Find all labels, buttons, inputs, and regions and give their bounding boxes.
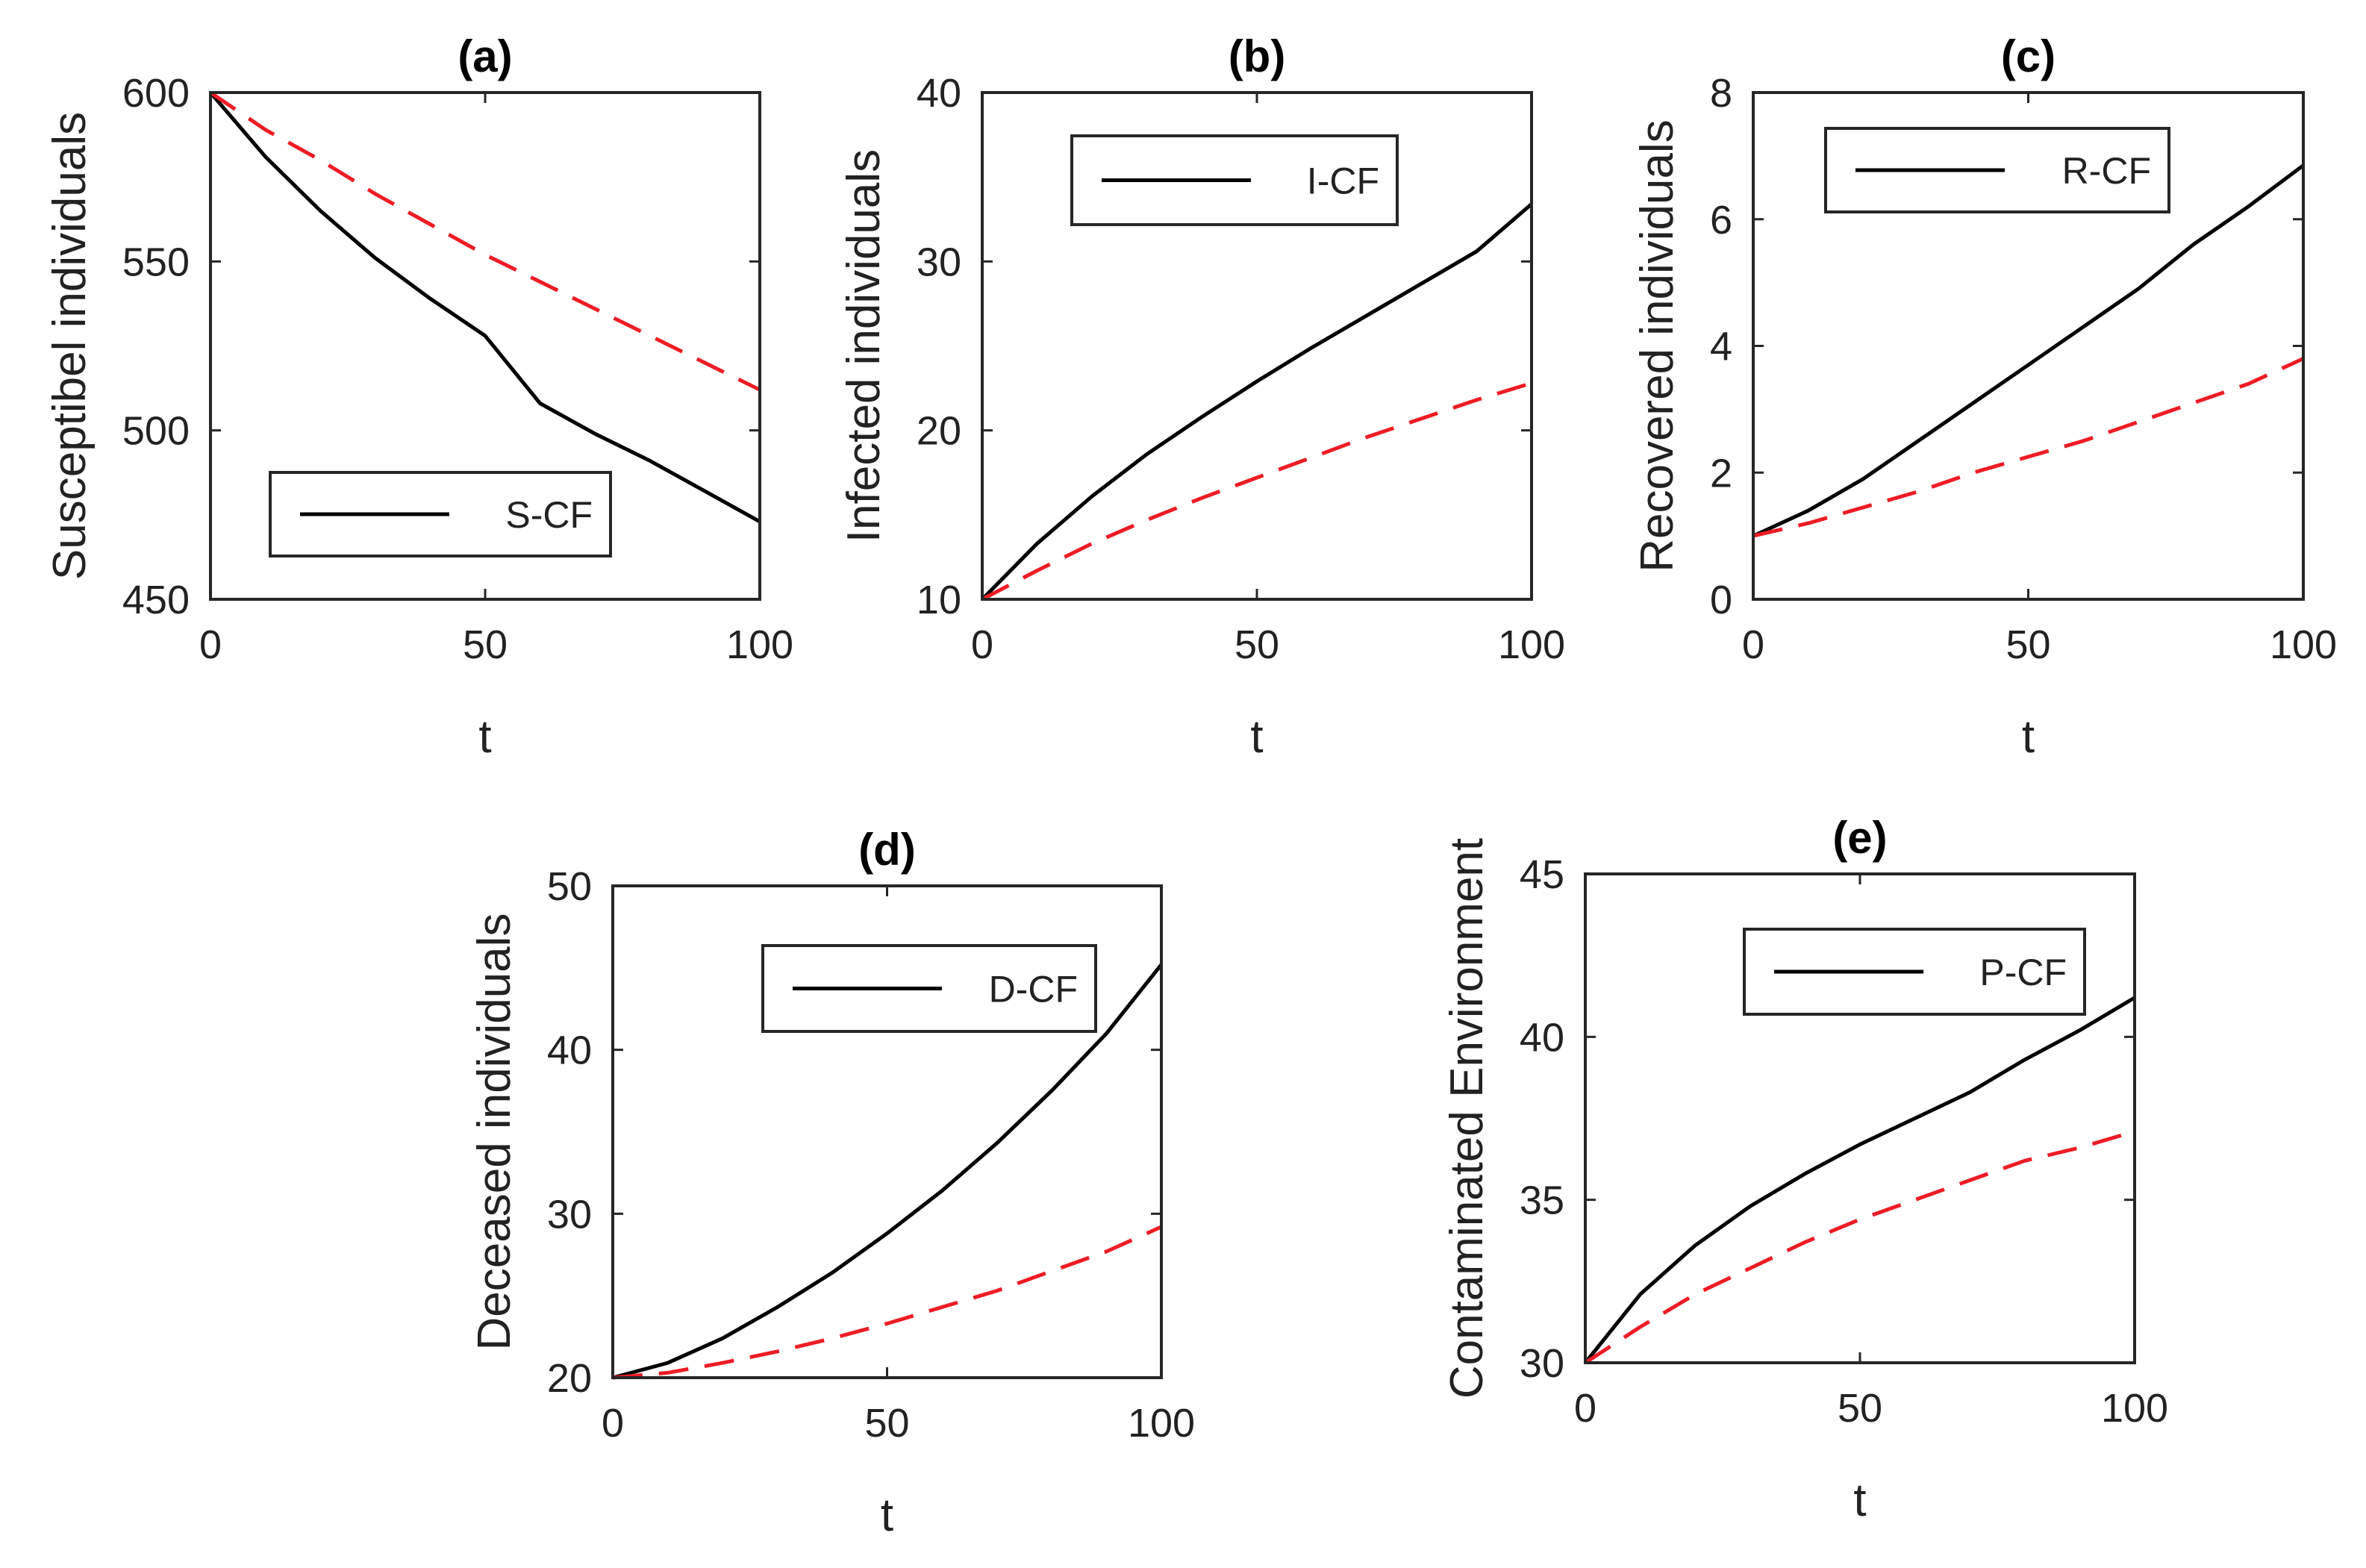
series-line-1: [612, 963, 1163, 1380]
panel-title: (c): [2001, 31, 2056, 81]
x-tick-label: 0: [602, 1401, 624, 1446]
x-axis-label: t: [2022, 711, 2035, 763]
x-axis-label: t: [478, 711, 491, 763]
legend-entry: S-CF: [505, 494, 593, 536]
panel-4: 0 50 100 20 30 40 50 (d) t Deceased individuals D-…: [469, 825, 1195, 1541]
panel-title: (d): [858, 825, 916, 875]
x-tick-label: 100: [1128, 1401, 1195, 1446]
x-axis-label: t: [1853, 1475, 1866, 1526]
panel-1: 0 50 100 450 500 550 600 (a) t Susceptibel indivi…: [44, 31, 793, 763]
series-line-1: [1752, 163, 2305, 538]
series-line-2: [209, 90, 761, 392]
x-tick-label: 0: [199, 622, 222, 667]
y-tick-label: 20: [917, 409, 961, 454]
legend-entry: I-CF: [1307, 160, 1379, 202]
panel-3: 0 50 100 0 2 4 6 8 (c) t Recovered individuals R-CF: [1632, 31, 2337, 763]
legend: R-CF: [1824, 127, 2170, 213]
y-tick-label: 550: [122, 240, 190, 284]
series-line-1: [209, 91, 761, 524]
y-tick-label: 35: [1520, 1178, 1564, 1223]
y-tick-label: 4: [1710, 325, 1732, 369]
x-tick-label: 0: [971, 622, 993, 667]
x-axis-label: t: [1250, 711, 1263, 763]
y-tick-label: 40: [917, 71, 961, 116]
y-tick-label: 40: [1520, 1015, 1564, 1060]
y-tick-label: 30: [1520, 1341, 1564, 1386]
y-tick-label: 30: [917, 240, 961, 284]
y-tick-label: 6: [1710, 198, 1732, 243]
y-tick-label: 500: [122, 409, 190, 454]
x-tick-label: 50: [864, 1401, 909, 1446]
y-tick-label: 8: [1710, 71, 1732, 116]
legend: P-CF: [1743, 928, 2086, 1016]
y-tick-label: 30: [547, 1192, 592, 1237]
y-tick-label: 2: [1710, 451, 1732, 496]
series-line-2: [1584, 1129, 2135, 1365]
legend-entry: P-CF: [1979, 952, 2067, 993]
series-line-2: [981, 381, 1532, 602]
y-tick-label: 40: [547, 1028, 592, 1073]
x-tick-label: 100: [2101, 1386, 2168, 1431]
series-line-1: [1584, 996, 2136, 1364]
x-tick-label: 100: [2270, 622, 2337, 667]
y-axis-label: Susceptibel individuals: [44, 112, 96, 580]
x-tick-label: 0: [1742, 622, 1764, 667]
x-tick-label: 50: [2006, 622, 2050, 667]
y-axis-label: Contaminated Environment: [1441, 838, 1493, 1399]
x-tick-label: 0: [1574, 1386, 1596, 1431]
x-tick-label: 50: [463, 622, 508, 667]
y-axis-label: Infected individuals: [838, 149, 890, 543]
legend: D-CF: [761, 944, 1097, 1033]
legend-entry: R-CF: [2062, 150, 2151, 192]
legend-entry: D-CF: [989, 969, 1078, 1011]
legend: I-CF: [1070, 134, 1399, 226]
series-line-1: [981, 202, 1533, 601]
x-tick-label: 100: [1498, 622, 1565, 667]
y-tick-label: 20: [547, 1356, 592, 1401]
y-tick-label: 45: [1520, 852, 1564, 897]
panel-title: (a): [458, 31, 512, 81]
y-axis-label: Recovered individuals: [1632, 119, 1683, 572]
y-tick-label: 10: [917, 578, 961, 622]
series-line-2: [612, 1225, 1163, 1380]
y-axis-label: Deceased individuals: [469, 913, 520, 1351]
x-tick-label: 50: [1838, 1386, 1882, 1431]
y-tick-label: 50: [547, 864, 592, 909]
y-tick-label: 450: [122, 578, 190, 622]
series-line-2: [1752, 357, 2305, 538]
panel-5: 0 50 100 30 35 40 45 (e) t Contaminated Environme…: [1441, 813, 2168, 1526]
x-tick-label: 100: [726, 622, 793, 667]
legend: S-CF: [269, 471, 612, 557]
x-axis-label: t: [881, 1490, 893, 1541]
panel-title: (b): [1229, 31, 1286, 81]
x-tick-label: 50: [1234, 622, 1279, 667]
panel-2: 0 50 100 10 20 30 40 (b) t Infected individuals I-…: [838, 31, 1565, 763]
y-tick-label: 0: [1710, 578, 1732, 622]
panel-title: (e): [1832, 813, 1887, 863]
y-tick-label: 600: [122, 71, 190, 116]
